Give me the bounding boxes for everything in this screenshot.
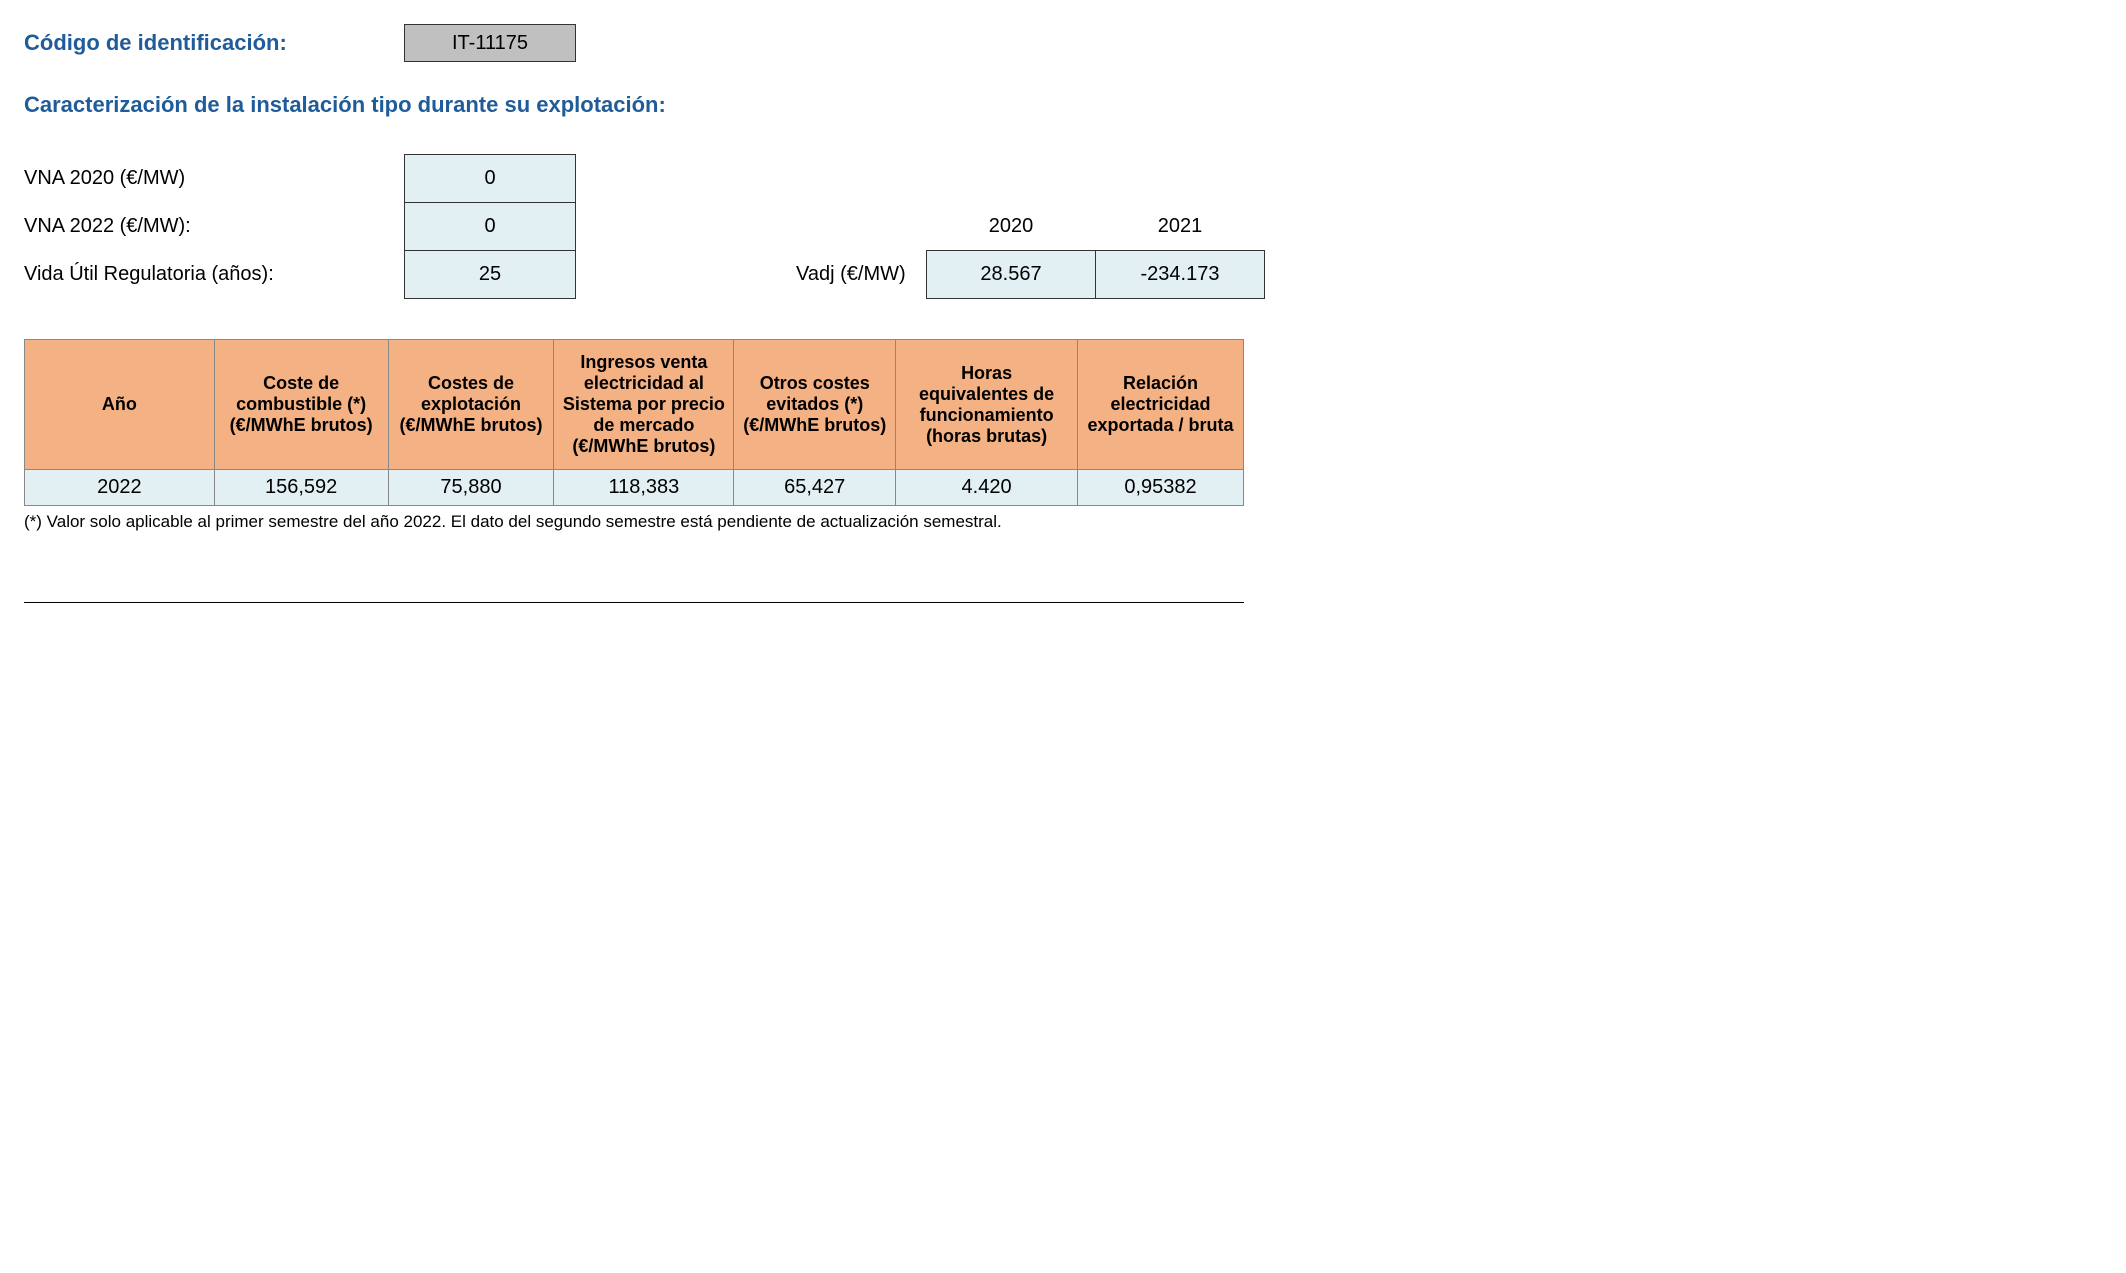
code-row: Código de identificación: IT-11175 bbox=[24, 24, 1274, 62]
code-value-box: IT-11175 bbox=[404, 24, 576, 62]
col-year: Año bbox=[25, 340, 215, 470]
cell-avoided: 65,427 bbox=[734, 470, 896, 506]
vadj-year-2: 2021 bbox=[1096, 203, 1265, 251]
life-value: 25 bbox=[405, 251, 576, 299]
cell-fuel-cost: 156,592 bbox=[214, 470, 388, 506]
document-root: Código de identificación: IT-11175 Carac… bbox=[24, 24, 1274, 603]
col-income: Ingresos venta electricidad al Sistema p… bbox=[554, 340, 734, 470]
vadj-value-2: -234.173 bbox=[1096, 251, 1265, 299]
table-row: 2022 156,592 75,880 118,383 65,427 4.420… bbox=[25, 470, 1244, 506]
cell-hours: 4.420 bbox=[896, 470, 1078, 506]
cell-ratio: 0,95382 bbox=[1078, 470, 1244, 506]
col-fuel-cost: Coste de combustible (*) (€/MWhE brutos) bbox=[214, 340, 388, 470]
row-vna2020: VNA 2020 (€/MW) 0 bbox=[24, 155, 1265, 203]
section-title: Caracterización de la instalación tipo d… bbox=[24, 92, 1274, 118]
life-label: Vida Útil Regulatoria (años): bbox=[24, 251, 405, 299]
vna2022-label: VNA 2022 (€/MW): bbox=[24, 203, 405, 251]
cell-year: 2022 bbox=[25, 470, 215, 506]
code-label: Código de identificación: bbox=[24, 30, 404, 56]
col-op-cost: Costes de explotación (€/MWhE brutos) bbox=[388, 340, 554, 470]
cell-op-cost: 75,880 bbox=[388, 470, 554, 506]
vadj-label: Vadj (€/MW) bbox=[796, 251, 927, 299]
data-table: Año Coste de combustible (*) (€/MWhE bru… bbox=[24, 339, 1244, 506]
params-table: VNA 2020 (€/MW) 0 VNA 2022 (€/MW): 0 202… bbox=[24, 154, 1265, 299]
separator-line bbox=[24, 602, 1244, 603]
row-life: Vida Útil Regulatoria (años): 25 Vadj (€… bbox=[24, 251, 1265, 299]
footnote: (*) Valor solo aplicable al primer semes… bbox=[24, 512, 1274, 532]
vna2020-value: 0 bbox=[405, 155, 576, 203]
vna2020-label: VNA 2020 (€/MW) bbox=[24, 155, 405, 203]
col-hours: Horas equivalentes de funcionamiento (ho… bbox=[896, 340, 1078, 470]
row-vna2022: VNA 2022 (€/MW): 0 2020 2021 bbox=[24, 203, 1265, 251]
vadj-value-1: 28.567 bbox=[927, 251, 1096, 299]
vadj-year-1: 2020 bbox=[927, 203, 1096, 251]
vna2022-value: 0 bbox=[405, 203, 576, 251]
table-header-row: Año Coste de combustible (*) (€/MWhE bru… bbox=[25, 340, 1244, 470]
col-ratio: Relación electricidad exportada / bruta bbox=[1078, 340, 1244, 470]
col-avoided: Otros costes evitados (*) (€/MWhE brutos… bbox=[734, 340, 896, 470]
cell-income: 118,383 bbox=[554, 470, 734, 506]
